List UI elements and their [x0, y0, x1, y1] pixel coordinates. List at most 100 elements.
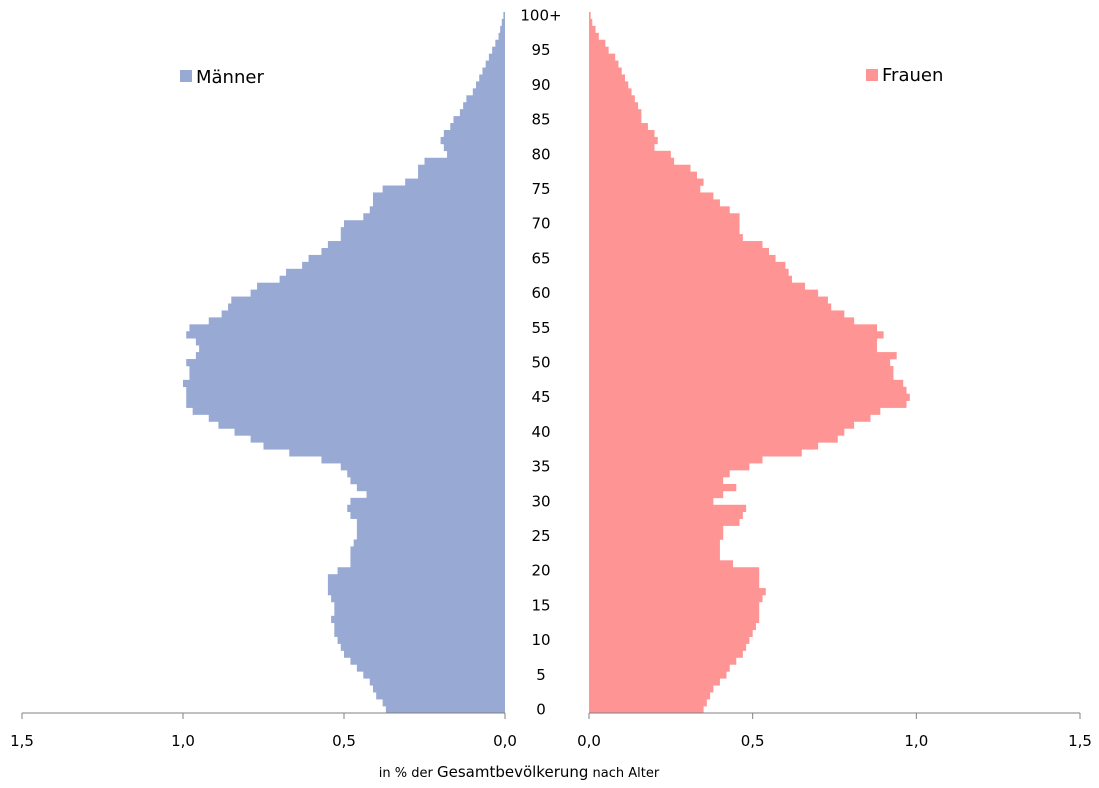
- bar-maenner-61: [257, 282, 505, 290]
- bar-frauen-79: [589, 157, 675, 165]
- bar-frauen-6: [589, 664, 730, 672]
- bar-maenner-76: [405, 178, 505, 186]
- bar-maenner-91: [479, 74, 505, 82]
- bar-frauen-51: [589, 352, 897, 360]
- bar-frauen-13: [589, 615, 760, 624]
- bar-frauen-63: [589, 268, 789, 277]
- bar-frauen-19: [589, 574, 760, 582]
- bar-frauen-8: [589, 650, 743, 658]
- bar-frauen-10: [589, 636, 750, 644]
- bar-frauen-58: [589, 303, 832, 311]
- bar-frauen-66: [589, 247, 770, 256]
- bar-frauen-16: [589, 595, 763, 603]
- legend-frauen-label: Frauen: [882, 65, 943, 86]
- bar-frauen-44: [589, 400, 907, 408]
- bar-maenner-89: [472, 88, 505, 96]
- age-label: 0: [536, 701, 546, 719]
- bar-maenner-22: [350, 553, 505, 561]
- bar-maenner-33: [350, 477, 505, 485]
- legend-frauen-swatch: [866, 69, 878, 81]
- left-x-tick-label: 1,0: [171, 732, 195, 750]
- x-axis-caption-main: Gesamtbevölkerung: [437, 763, 588, 781]
- bar-maenner-44: [186, 400, 505, 408]
- bar-maenner-88: [466, 95, 505, 103]
- bar-frauen-20: [589, 567, 760, 575]
- bar-frauen-17: [589, 588, 766, 596]
- bar-maenner-37: [289, 449, 505, 457]
- bar-frauen-39: [589, 435, 838, 443]
- maenner-bars: [183, 12, 506, 714]
- age-label: 5: [536, 666, 546, 684]
- bar-frauen-75: [589, 185, 701, 193]
- bar-frauen-29: [589, 504, 747, 513]
- bar-frauen-59: [589, 296, 828, 304]
- age-label: 75: [531, 180, 550, 198]
- bar-frauen-76: [589, 178, 704, 186]
- age-label: 70: [531, 215, 550, 233]
- bar-maenner-53: [195, 338, 505, 346]
- bar-frauen-56: [589, 317, 855, 325]
- legend-frauen: Frauen: [866, 65, 943, 86]
- bar-frauen-14: [589, 608, 760, 617]
- bar-maenner-100: [503, 12, 505, 20]
- bar-maenner-84: [450, 123, 505, 131]
- bar-maenner-62: [279, 275, 505, 283]
- age-label: 35: [531, 458, 550, 476]
- bar-frauen-53: [589, 338, 878, 346]
- bar-frauen-25: [589, 532, 724, 540]
- bar-maenner-79: [424, 157, 505, 165]
- bar-maenner-68: [340, 234, 505, 242]
- bar-frauen-94: [589, 53, 616, 61]
- bar-frauen-71: [589, 213, 740, 221]
- bar-maenner-15: [334, 601, 505, 610]
- bar-maenner-60: [250, 289, 505, 297]
- right-x-ticks: 0,0 0,5 1,0 1,5: [577, 713, 1092, 750]
- bar-frauen-84: [589, 123, 648, 131]
- age-label: 30: [531, 492, 550, 510]
- bar-frauen-4: [589, 678, 720, 686]
- bar-maenner-90: [476, 81, 505, 89]
- bar-frauen-68: [589, 234, 743, 242]
- age-label: 65: [531, 249, 550, 267]
- bar-frauen-23: [589, 546, 720, 554]
- right-x-tick-label: 1,5: [1068, 732, 1092, 750]
- x-axis-caption-pre: in % der: [379, 766, 437, 781]
- bar-frauen-2: [589, 692, 711, 700]
- age-label: 45: [531, 388, 550, 406]
- left-x-tick-label: 1,5: [10, 732, 34, 750]
- bar-frauen-11: [589, 629, 753, 637]
- bar-maenner-42: [208, 414, 505, 422]
- frauen-bars: [589, 12, 910, 714]
- bar-maenner-99: [501, 18, 505, 27]
- bar-maenner-3: [372, 685, 505, 693]
- bar-frauen-27: [589, 518, 740, 526]
- bar-frauen-36: [589, 456, 763, 464]
- bar-maenner-43: [192, 407, 505, 415]
- bar-maenner-52: [199, 345, 505, 353]
- bar-maenner-38: [263, 442, 505, 450]
- bar-frauen-26: [589, 525, 724, 533]
- bar-maenner-71: [363, 213, 505, 221]
- bar-frauen-98: [589, 25, 596, 34]
- bar-frauen-15: [589, 601, 760, 610]
- bar-frauen-86: [589, 109, 642, 117]
- bar-maenner-12: [334, 622, 505, 631]
- bar-frauen-31: [589, 490, 724, 499]
- bar-maenner-29: [347, 504, 505, 513]
- bar-frauen-0: [589, 706, 704, 714]
- bar-maenner-8: [344, 650, 505, 658]
- bar-maenner-28: [350, 511, 505, 519]
- bar-frauen-99: [589, 18, 593, 27]
- bar-frauen-74: [589, 192, 714, 200]
- bar-maenner-78: [418, 164, 505, 172]
- bar-maenner-73: [372, 199, 505, 207]
- bar-frauen-65: [589, 254, 776, 263]
- left-x-tick-label: 0,5: [332, 732, 356, 750]
- bar-frauen-80: [589, 150, 671, 159]
- bar-maenner-64: [302, 261, 505, 270]
- bar-maenner-48: [189, 372, 505, 381]
- bar-maenner-63: [286, 268, 505, 277]
- bar-maenner-0: [385, 706, 505, 714]
- legend-maenner: Männer: [180, 67, 264, 88]
- bar-frauen-43: [589, 407, 881, 415]
